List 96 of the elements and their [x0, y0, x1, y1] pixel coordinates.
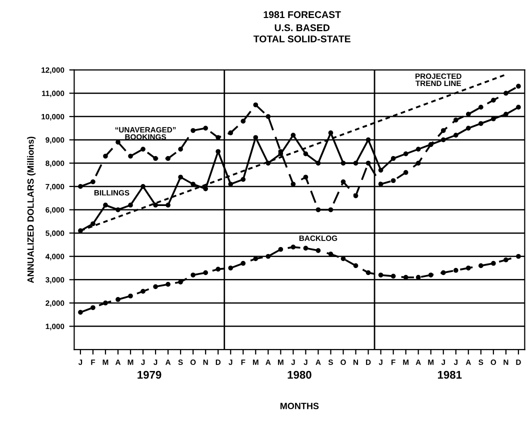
point: [453, 268, 458, 273]
point: [216, 149, 221, 154]
point: [266, 254, 271, 259]
point: [216, 266, 221, 272]
point: [303, 151, 308, 156]
point: [253, 135, 258, 140]
point: [90, 305, 96, 310]
point: [103, 300, 108, 306]
point: [128, 154, 133, 159]
point: [504, 90, 508, 96]
point: [178, 280, 183, 284]
point: [140, 184, 146, 189]
point: [178, 146, 183, 152]
point: [166, 156, 170, 161]
point: [490, 98, 496, 103]
point: [378, 272, 384, 278]
point: [340, 160, 346, 166]
point: [504, 257, 508, 262]
point: [178, 174, 183, 180]
point: [166, 282, 170, 287]
point: [516, 104, 521, 110]
point: [453, 118, 458, 122]
point: [203, 126, 208, 131]
point: [228, 130, 234, 136]
point: [203, 270, 208, 276]
point: [516, 84, 521, 89]
point: [240, 260, 246, 266]
point: [253, 102, 258, 108]
point: [316, 207, 321, 212]
point: [490, 260, 496, 266]
point: [478, 121, 484, 126]
point: [153, 156, 158, 161]
point: [78, 184, 83, 189]
point: [390, 178, 396, 184]
point: [328, 130, 334, 136]
point: [153, 202, 158, 208]
x-axis-title: MONTHS: [280, 402, 319, 410]
text: 1979: [138, 370, 162, 379]
point: [303, 174, 308, 180]
point: [428, 272, 434, 278]
point: [290, 244, 296, 250]
point: [440, 137, 446, 142]
point: [240, 177, 246, 182]
point: [116, 207, 120, 212]
point: [390, 274, 396, 279]
point: [316, 160, 321, 166]
point: [190, 128, 196, 133]
y-axis-title: ANNUALIZED DOLLARS (Millions): [27, 136, 36, 284]
point: [290, 132, 296, 138]
point: [78, 310, 83, 315]
point: [366, 137, 371, 142]
point: [453, 132, 458, 138]
point: [140, 288, 146, 294]
chart-title: 1981 FORECAST: [264, 11, 341, 18]
chart-subtitle: U.S. BASED TOTAL SOLID-STATE: [254, 24, 350, 42]
point: [153, 284, 158, 290]
point: [516, 254, 521, 259]
point: [278, 246, 284, 252]
point: [90, 179, 96, 184]
point: [216, 135, 221, 140]
point: [440, 270, 446, 276]
text: 1980: [288, 370, 312, 379]
point: [366, 270, 371, 276]
point: [403, 151, 408, 156]
point: [103, 202, 108, 208]
text: 1981: [438, 370, 462, 379]
point: [478, 104, 484, 110]
point: [228, 266, 234, 270]
point: [266, 114, 271, 119]
point: [303, 246, 308, 251]
point: [340, 179, 346, 184]
point: [378, 168, 384, 173]
point: [328, 252, 334, 256]
point: [466, 266, 471, 270]
point: [128, 202, 133, 208]
point: [478, 263, 484, 268]
point: [466, 126, 471, 131]
point: [416, 160, 421, 166]
point: [366, 160, 371, 166]
point: [103, 154, 108, 159]
point: [440, 128, 446, 133]
point: [353, 160, 358, 166]
point: [403, 170, 408, 175]
point: [140, 146, 146, 152]
point: [128, 294, 133, 298]
point: [316, 248, 321, 253]
point: [328, 207, 334, 212]
point: [166, 202, 170, 208]
point: [353, 193, 358, 198]
point: [390, 156, 396, 161]
point: [353, 263, 358, 268]
point: [90, 221, 96, 226]
point: [190, 272, 196, 278]
point: [240, 118, 246, 124]
point: [116, 297, 120, 302]
point: [416, 146, 421, 152]
